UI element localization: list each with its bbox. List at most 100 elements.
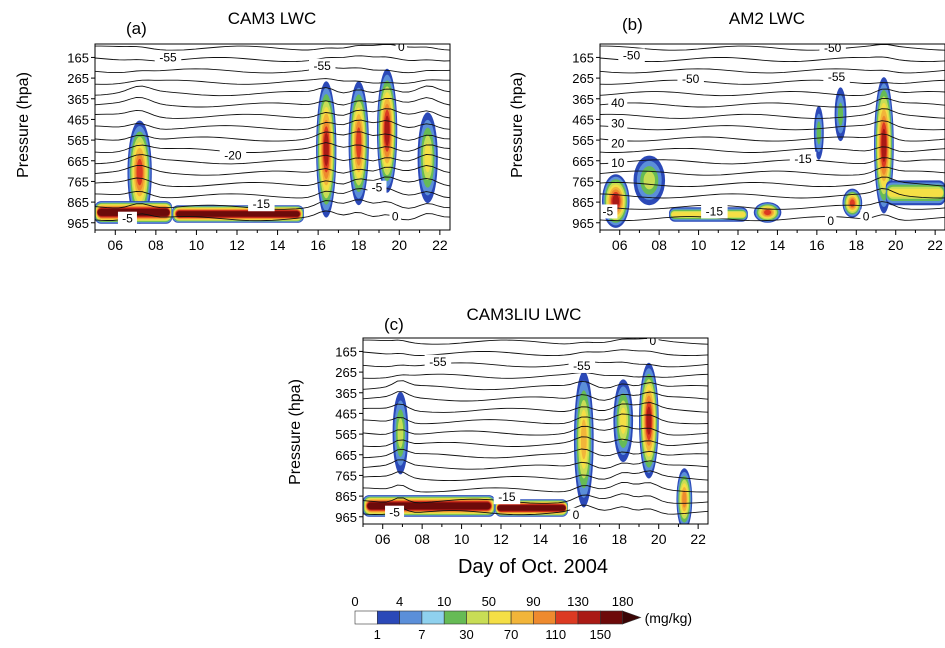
plot-frame — [94, 43, 451, 231]
contour-label-bg — [608, 116, 628, 131]
temperature-contour — [600, 88, 945, 97]
temperature-contour — [600, 98, 945, 108]
temperature-contour — [95, 142, 450, 153]
x-tick-label: 06 — [107, 237, 123, 253]
contour-label: 0 — [827, 214, 834, 228]
temperature-contour — [600, 214, 945, 222]
panel-a-ylabel: Pressure (hpa) — [15, 72, 32, 178]
colorbar-swatch — [443, 610, 467, 625]
colorbar-swatch — [488, 610, 512, 625]
x-tick-label: 22 — [690, 531, 706, 547]
panel-b-plot: -50 -50 -50 -55 40 30 20 10 -15 -5 -15 0 0 165 265 365 4… — [572, 41, 945, 253]
temperature-contour — [363, 481, 708, 493]
temperature-contour — [95, 176, 450, 188]
x-axis-label: Day of Oct. 2004 — [458, 556, 608, 578]
contour-label-bg — [154, 50, 182, 65]
plot-area: -55 -55 -15 -5 0 0 — [363, 338, 708, 524]
contour-label: 40 — [611, 96, 625, 110]
x-tick-label: 06 — [375, 531, 391, 547]
temperature-contour — [363, 425, 708, 436]
panel-b-ylabel: Pressure (hpa) — [509, 72, 526, 178]
x-tick-label: 10 — [691, 237, 707, 253]
temperature-contour — [600, 68, 945, 74]
x-tick-label: 22 — [432, 237, 448, 253]
lwc-band — [176, 211, 300, 216]
y-tick-label: 365 — [67, 92, 89, 107]
plot-frame — [362, 337, 709, 525]
lwc-cell — [816, 121, 821, 145]
colorbar-swatch — [399, 610, 423, 625]
contour-label: -50 — [682, 72, 700, 86]
contour-label-bg — [395, 44, 408, 55]
y-tick-label: 765 — [67, 174, 89, 189]
contour-label-bg — [568, 358, 596, 373]
temperature-contour — [95, 131, 450, 142]
temperature-contour — [363, 470, 708, 482]
temperature-contour — [95, 85, 450, 97]
x-tick-label: 12 — [730, 237, 746, 253]
colorbar-upper-label: 10 — [437, 594, 451, 609]
x-tick-label: 12 — [493, 531, 509, 547]
x-tick-label: 08 — [414, 531, 430, 547]
lwc-cell — [136, 158, 143, 186]
colorbar-swatch — [577, 610, 601, 625]
panel-b-title: AM2 LWC — [729, 9, 805, 28]
contour-label: -20 — [224, 149, 242, 163]
x-tick-label: 18 — [351, 237, 367, 253]
temperature-contour — [95, 97, 450, 108]
contour-label-bg — [219, 148, 247, 163]
panel-a-title: CAM3 LWC — [228, 9, 316, 28]
panel-a: (a) CAM3 LWC Pressure (hpa) -55 -55 -20 -15… — [15, 9, 451, 253]
temperature-contour — [95, 55, 450, 63]
colorbar-lower-label: 70 — [504, 627, 518, 642]
contour-label: -15 — [706, 204, 724, 218]
contour-label-bg — [860, 209, 872, 224]
contour-label-bg — [600, 204, 618, 219]
y-tick-label: 365 — [572, 92, 594, 107]
contour-label-bg — [385, 505, 405, 520]
contour-label-bg — [824, 213, 837, 228]
panel-b-letter: (b) — [622, 15, 643, 34]
contour-label: -55 — [429, 355, 447, 369]
y-tick-label: 565 — [67, 133, 89, 148]
temperature-contour — [363, 391, 708, 402]
x-tick-label: 06 — [612, 237, 628, 253]
y-tick-label: 965 — [335, 510, 357, 525]
x-tick-label: 18 — [611, 531, 627, 547]
temperature-contour — [600, 79, 945, 85]
x-tick-label: 16 — [572, 531, 588, 547]
temperature-contour — [95, 66, 450, 74]
colorbar-arrow — [622, 610, 642, 625]
lwc-cell — [643, 171, 656, 190]
contour-label-bg — [618, 48, 645, 63]
y-tick-label: 565 — [572, 133, 594, 148]
x-tick-label: 08 — [651, 237, 667, 253]
contour-label-bg — [608, 136, 628, 151]
y-tick-label: 665 — [335, 448, 357, 463]
contour-label-bg — [701, 204, 728, 219]
plot-frame — [599, 43, 945, 231]
y-tick-label: 665 — [67, 154, 89, 169]
temperature-contour — [95, 165, 450, 176]
panel-c-letter: (c) — [384, 315, 404, 334]
temperature-contour — [363, 413, 708, 425]
lwc-cell — [764, 209, 772, 216]
contour-label: 20 — [611, 136, 625, 150]
contour-label: -55 — [573, 359, 591, 373]
y-tick-label: 765 — [335, 468, 357, 483]
colorbar-upper-label: 4 — [396, 594, 403, 609]
contour-label: -50 — [824, 41, 842, 55]
contour-label: -15 — [794, 152, 812, 166]
colorbar-swatch — [510, 610, 534, 625]
panel-c-plot: -55 -55 -15 -5 0 0 165 265 365 465 565 665 765 865 965… — [335, 337, 709, 547]
x-tick-label: 22 — [927, 237, 943, 253]
contour-label: -5 — [603, 204, 614, 218]
temperature-contour — [600, 108, 945, 119]
y-tick-label: 565 — [335, 427, 357, 442]
lwc-cell — [612, 194, 620, 208]
contour-label: -15 — [498, 490, 516, 504]
temperature-contour — [363, 402, 708, 413]
panel-a-plot: -55 -55 -20 -15 -5 -5 0 0 165 265 365 465 565 665 765 8… — [67, 43, 451, 253]
lwc-cell — [682, 490, 687, 508]
contour-label: 0 — [573, 508, 580, 522]
